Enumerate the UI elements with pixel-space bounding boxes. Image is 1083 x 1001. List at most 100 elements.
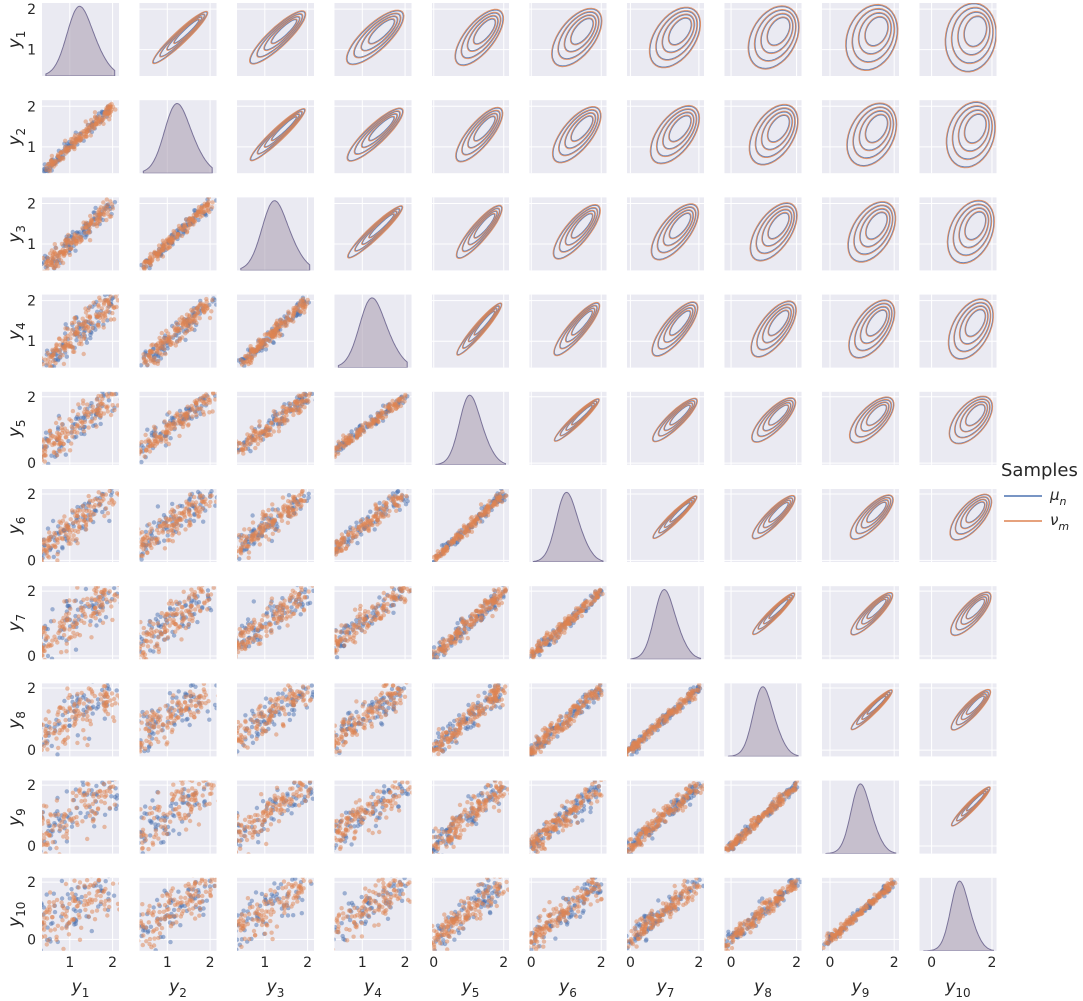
- kde-contour: [957, 10, 991, 56]
- panel-r6-c2: [128, 481, 217, 562]
- kde-contour: [864, 113, 889, 144]
- scatter-point: [53, 637, 58, 642]
- scatter-point: [67, 417, 72, 422]
- scatter-point: [256, 436, 261, 441]
- scatter-point: [201, 573, 205, 577]
- kde-contour: [564, 112, 596, 149]
- scatter-point: [175, 504, 180, 510]
- scatter-point: [65, 333, 70, 339]
- kde-contour: [662, 209, 695, 247]
- scatter-point: [71, 630, 76, 635]
- scatter-point: [107, 489, 112, 494]
- panel-r6-c5: [432, 489, 509, 562]
- scatter-point: [175, 607, 180, 612]
- scatter-point: [168, 436, 173, 441]
- kde-contour: [859, 208, 891, 247]
- scatter-point: [87, 238, 93, 243]
- scatter-point: [263, 347, 269, 352]
- scatter-point: [52, 242, 57, 247]
- panel-r2-c10: [919, 100, 997, 174]
- kde-contour: [945, 101, 996, 169]
- kde-contour: [368, 213, 396, 239]
- scatter-point: [86, 307, 91, 313]
- scatter-point: [167, 410, 172, 415]
- scatter-point: [280, 405, 285, 410]
- kde-contour: [663, 499, 694, 529]
- scatter-point: [69, 429, 75, 434]
- scatter-point: [108, 294, 113, 299]
- scatter-point: [122, 601, 126, 605]
- scatter-point: [277, 625, 282, 630]
- kde-contour: [248, 10, 307, 65]
- kde-contour: [353, 110, 401, 155]
- scatter-point: [171, 633, 177, 638]
- scatter-point: [208, 608, 214, 613]
- panel-r3-c10: [919, 197, 997, 271]
- scatter-point: [71, 533, 76, 538]
- scatter-point: [69, 328, 75, 333]
- scatter-point: [210, 481, 214, 485]
- scatter-point: [134, 454, 138, 458]
- scatter-point: [134, 649, 138, 653]
- kde-contour: [754, 9, 797, 62]
- scatter-point: [322, 457, 326, 461]
- scatter-point: [88, 504, 93, 509]
- kde-contour: [173, 19, 200, 44]
- scatter-point: [346, 437, 351, 443]
- scatter-point: [42, 443, 47, 449]
- scatter-point: [237, 439, 239, 444]
- scatter-point: [65, 603, 70, 609]
- scatter-point: [160, 254, 166, 259]
- scatter-point: [196, 604, 201, 609]
- scatter-point: [179, 610, 184, 615]
- scatter-point: [75, 520, 81, 525]
- scatter-point: [242, 539, 248, 545]
- scatter-point: [144, 632, 149, 637]
- scatter-point: [230, 548, 234, 552]
- kde-contour: [669, 213, 691, 239]
- scatter-point: [372, 418, 377, 423]
- scatter-point: [354, 436, 359, 441]
- kde-contour: [669, 404, 691, 426]
- scatter-point: [295, 586, 300, 588]
- scatter-point: [58, 449, 63, 454]
- scatter-point: [204, 296, 209, 302]
- scatter-point: [104, 597, 109, 602]
- scatter-point: [322, 560, 326, 564]
- scatter-point: [51, 554, 56, 560]
- scatter-point: [491, 501, 497, 507]
- kde-contour: [757, 399, 794, 437]
- scatter-point: [270, 502, 275, 507]
- kde-contour: [557, 10, 600, 60]
- kde-contour: [361, 113, 398, 148]
- scatter-point: [94, 314, 100, 319]
- kde-contour: [473, 310, 496, 336]
- scatter-point: [276, 429, 282, 434]
- scatter-point: [103, 484, 107, 488]
- scatter-point: [37, 464, 41, 468]
- panel-r7-c2: [134, 573, 217, 660]
- scatter-point: [295, 499, 300, 504]
- scatter-point: [134, 553, 138, 557]
- scatter-point: [50, 347, 55, 353]
- scatter-point: [98, 414, 103, 419]
- scatter-point: [196, 600, 202, 605]
- kde-contour: [762, 402, 792, 432]
- scatter-point: [98, 589, 104, 595]
- scatter-point: [266, 429, 271, 435]
- scatter-point: [328, 550, 332, 554]
- scatter-point: [156, 359, 161, 364]
- scatter-point: [287, 408, 292, 414]
- scatter-point: [262, 521, 267, 527]
- scatter-point: [231, 450, 235, 454]
- scatter-point: [51, 440, 56, 446]
- y-tick-label: 1: [27, 43, 36, 59]
- scatter-point: [128, 558, 132, 562]
- kde-contour: [662, 306, 694, 344]
- kde-contour: [755, 206, 795, 254]
- scatter-point: [288, 318, 294, 323]
- scatter-point: [265, 517, 271, 522]
- scatter-point: [16, 657, 20, 661]
- scatter-point: [323, 551, 327, 555]
- scatter-point: [251, 537, 257, 542]
